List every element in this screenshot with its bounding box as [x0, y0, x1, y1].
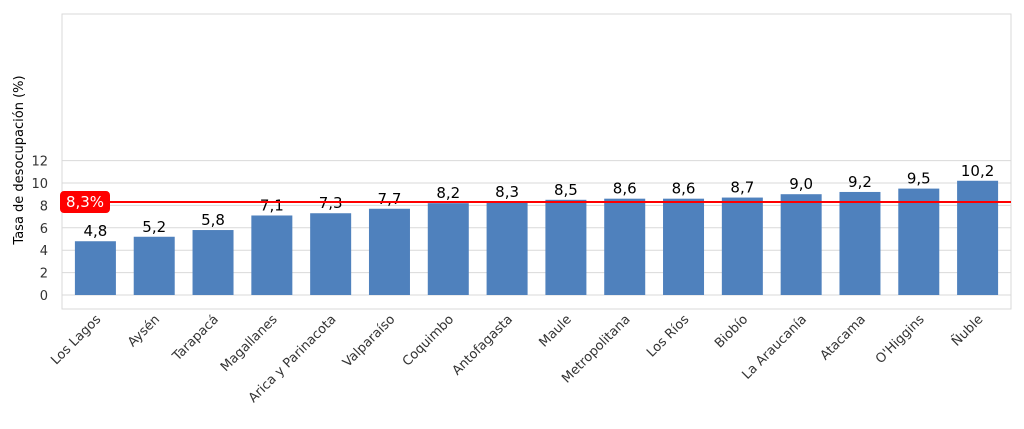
reference-label: 8,3%: [66, 193, 104, 211]
data-label: 8,7: [730, 179, 754, 197]
data-label: 7,7: [378, 190, 402, 208]
y-tick-label: 10: [31, 177, 48, 192]
category-label: Ñuble: [948, 312, 986, 350]
data-label: 8,6: [613, 180, 637, 198]
bar: [780, 194, 822, 295]
data-label: 8,2: [436, 184, 460, 202]
data-label: 8,5: [554, 181, 578, 199]
bar: [310, 213, 352, 295]
bar: [133, 236, 175, 295]
data-label: 5,8: [201, 211, 225, 229]
bar: [604, 198, 646, 295]
bar: [427, 203, 469, 295]
data-label: 7,1: [260, 196, 284, 214]
data-label: 10,2: [961, 162, 994, 180]
y-tick-label: 0: [40, 289, 48, 304]
bar: [192, 230, 234, 295]
category-label: Valparaíso: [340, 312, 398, 370]
data-label: 9,2: [848, 173, 872, 191]
bar: [839, 191, 881, 295]
bar: [898, 188, 940, 295]
category-label: Maule: [537, 312, 575, 350]
category-label: Biobío: [712, 312, 751, 351]
bar: [957, 180, 999, 295]
bar: [486, 202, 528, 295]
category-label: Coquimbo: [400, 312, 457, 369]
reference-label-badge: [60, 191, 110, 214]
category-label: Antofagasta: [450, 312, 516, 378]
category-label: Aysén: [125, 312, 163, 350]
y-axis-ticks: 0 2 4 6 8 10 12: [31, 155, 48, 304]
y-axis-title: Tasa de desocupación (%): [12, 75, 27, 245]
y-tick-label: 6: [40, 222, 48, 237]
category-label: Tarapacá: [169, 312, 222, 365]
y-tick-label: 12: [31, 155, 48, 170]
bar: [251, 215, 293, 295]
data-label: 4,8: [83, 222, 107, 240]
data-label: 9,0: [789, 175, 813, 193]
data-label: 5,2: [142, 218, 166, 236]
bar: [545, 199, 587, 295]
data-label: 9,5: [907, 170, 931, 188]
bar: [721, 197, 763, 295]
category-label: O'Higgins: [873, 312, 928, 367]
data-label: 8,3: [495, 183, 519, 201]
data-label: 8,6: [672, 180, 696, 198]
bar: [663, 198, 705, 295]
data-label: 7,3: [319, 194, 343, 212]
y-tick-label: 4: [40, 244, 48, 259]
category-label: Atacama: [818, 312, 869, 363]
data-labels: 4,8 5,2 5,8 7,1 7,3 7,7 8,2 8,3 8,5 8,6 8,6 8,7 9,0 9…: [83, 162, 994, 240]
bar: [74, 241, 116, 295]
y-tick-label: 8: [40, 199, 48, 214]
reference-line-group: 8,3%: [60, 191, 1011, 214]
category-label: Los Ríos: [644, 312, 692, 360]
bar: [368, 208, 410, 295]
category-label: Los Lagos: [48, 312, 104, 368]
category-label: Magallanes: [218, 312, 281, 375]
bars: [74, 180, 999, 295]
y-tick-label: 2: [40, 267, 48, 282]
